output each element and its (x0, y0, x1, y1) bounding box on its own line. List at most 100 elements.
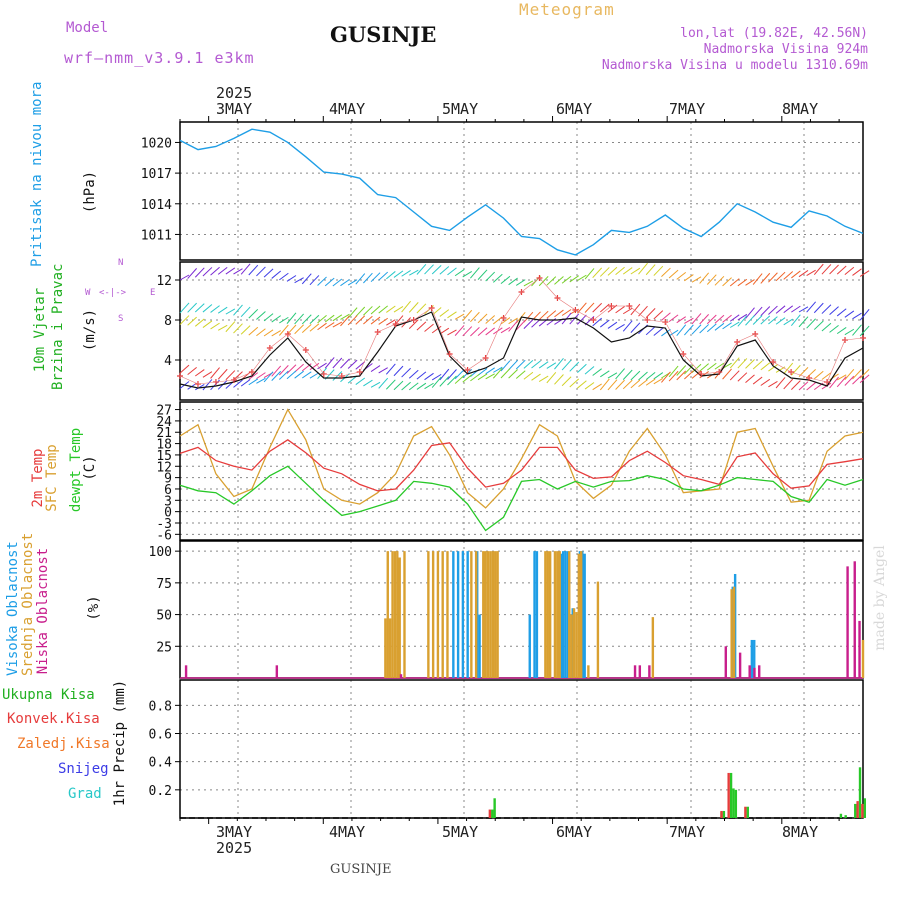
compass-n: N (118, 258, 124, 268)
model-elevation-text: Nadmorska Visina u modelu 1310.69m (601, 58, 868, 73)
wind-barb (515, 359, 526, 370)
top-day-label: 6MAY (556, 100, 593, 118)
wind-barb (240, 263, 251, 275)
wind-barb (462, 271, 473, 278)
wind-barb (286, 364, 297, 374)
wind-barb (760, 306, 771, 317)
product-title: Meteogram (519, 0, 615, 19)
wind-barb (599, 378, 610, 391)
top-day-label: 8MAY (782, 100, 819, 118)
wind-barb (347, 359, 358, 369)
wind-barb (347, 279, 358, 286)
wind-barb (233, 268, 243, 275)
wind-barb (615, 324, 625, 331)
wind-barb (699, 363, 709, 372)
wind-barb (378, 271, 389, 281)
wind-barb (653, 310, 664, 320)
precip-bar (727, 772, 730, 818)
wind-barb (470, 326, 480, 337)
wind-barb (447, 311, 457, 319)
y-tick-label: 1011 (141, 228, 172, 243)
wind-barb (523, 280, 534, 287)
temp-2m-line (179, 439, 864, 492)
wind-barb (454, 313, 465, 320)
wind-barb (852, 312, 862, 320)
precip-bar (844, 815, 847, 818)
wind-barb (859, 369, 870, 379)
cloud-bar (583, 553, 586, 678)
wind-barb (676, 316, 687, 324)
cloud-bar (275, 665, 279, 678)
wind-barb (263, 329, 274, 337)
wind-barb (806, 318, 817, 329)
wind-barb (630, 370, 641, 381)
wind-barb (271, 270, 282, 279)
wind-barb (194, 267, 205, 278)
cloud-bar (572, 608, 576, 678)
wind-barb (340, 358, 350, 369)
wind-barb (210, 266, 220, 276)
model-name: wrf—nmm_v3.9.1 e3km (64, 49, 255, 67)
wind-barb (210, 305, 220, 313)
wind-barb (668, 269, 679, 279)
wind-barb (508, 359, 518, 371)
wind-barb (798, 316, 809, 328)
wind-barb (852, 324, 862, 336)
wind-barb (554, 374, 564, 385)
wind-barb (248, 326, 259, 336)
wind-barb (324, 277, 335, 287)
cloud-bar (399, 674, 403, 678)
wind-barb (324, 357, 335, 369)
wind-barb (217, 306, 228, 314)
bottom-day-label: 6MAY (556, 823, 593, 841)
wind-barb (248, 308, 259, 319)
wind-barb (760, 378, 771, 386)
wind-barb (684, 370, 694, 380)
wind-barb (194, 318, 205, 327)
cloud-bar (403, 551, 406, 678)
wind-barb (424, 382, 434, 390)
cloud-bar (456, 551, 460, 678)
wind-barb (699, 324, 709, 334)
wind-barb (278, 324, 289, 336)
wind-barb (408, 319, 419, 330)
wind-barb (385, 379, 396, 390)
wind-barb (729, 278, 740, 287)
wind-barb (347, 315, 358, 326)
wind-speed-line (179, 311, 864, 389)
wind-barb (210, 322, 220, 330)
cloud-bar (638, 665, 642, 678)
cloud-bar (494, 551, 497, 678)
wind-barb (485, 271, 496, 282)
y-tick-label: 25 (156, 640, 172, 655)
wind-barb (676, 324, 687, 337)
cloud-bar (496, 551, 499, 678)
precip-bar (732, 788, 735, 818)
wind-barb (745, 359, 755, 369)
wind-barb (577, 302, 587, 314)
wind-barb (714, 314, 725, 324)
top-day-label: 4MAY (329, 100, 366, 118)
panel-frame (179, 540, 864, 679)
cloud-bar (384, 618, 387, 678)
wind-barb (599, 303, 610, 313)
wind-barb (569, 313, 580, 325)
wind-barb (485, 315, 496, 324)
wind-barb (363, 315, 373, 325)
y-tick-label: 24 (156, 415, 172, 430)
wind-barb (638, 371, 648, 381)
wind-barb (233, 323, 243, 334)
wind-barb (791, 305, 801, 313)
y-tick-label: 1020 (141, 136, 172, 151)
wind-barb (607, 372, 618, 379)
wind-barb (775, 317, 786, 325)
wind-barb (263, 268, 274, 278)
wind-barb (355, 361, 366, 370)
wind-barb (286, 275, 297, 282)
wind-barb (645, 326, 656, 336)
precip-bar (861, 803, 864, 818)
y-tick-label: 0 (164, 506, 172, 521)
wind-barb (278, 365, 289, 376)
wind-barb (187, 316, 197, 326)
wind-barb (706, 323, 717, 333)
